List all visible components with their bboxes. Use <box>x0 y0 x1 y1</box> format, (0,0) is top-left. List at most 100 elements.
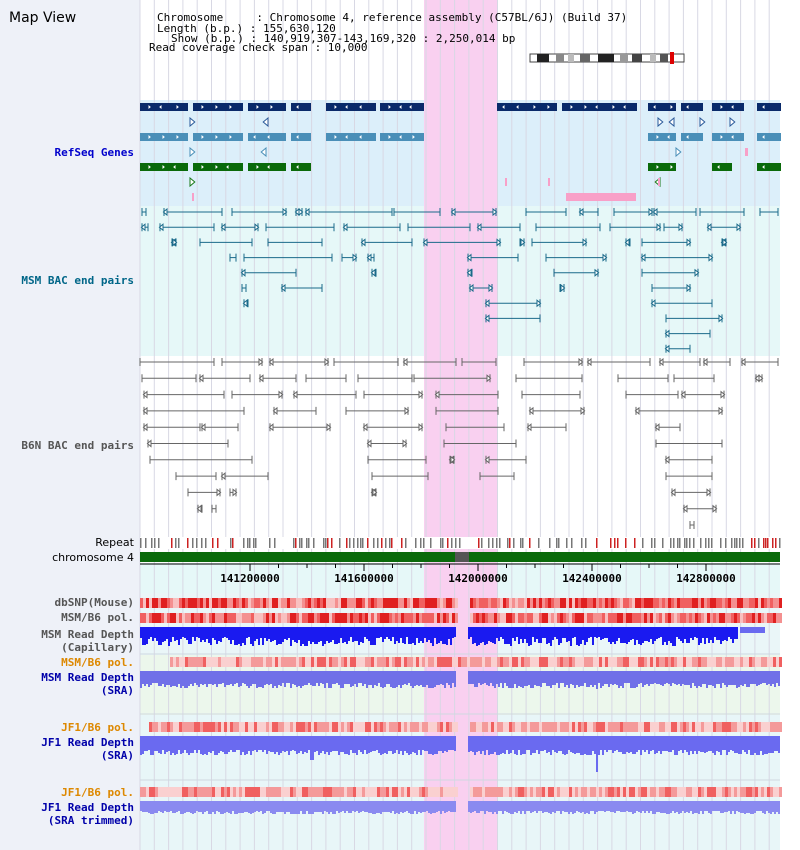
track-label-jf1-b6-pol-1[interactable]: JF1/B6 pol. <box>61 721 134 734</box>
jf1-b6-pol-cell <box>302 722 305 732</box>
msm-capillary-depth-bar <box>648 627 650 642</box>
track-label-msm-read-depth-sra[interactable]: MSM Read Depth (SRA) <box>41 671 134 697</box>
jf1-sra-depth-bar <box>440 736 442 751</box>
jf1-b6-pol-cell <box>545 722 548 732</box>
dbsnp-density-cell <box>584 598 587 608</box>
track-label-msm-b6-pol-2[interactable]: MSM/B6 pol. <box>61 656 134 669</box>
jf1-b6-pol-trim-cell <box>254 787 257 797</box>
jf1-b6-pol-cell <box>563 722 566 732</box>
gene-strand-arrow <box>760 102 766 112</box>
jf1-trim-depth-bar <box>152 801 154 814</box>
track-label-chromosome[interactable]: chromosome 4 <box>52 551 134 564</box>
msm-capillary-depth-bar <box>566 627 568 642</box>
jf1-trim-depth-bar <box>520 801 522 814</box>
repeat-element <box>478 538 480 548</box>
repeat-element <box>670 538 672 548</box>
msm-b6-pol-sra-cell <box>485 657 488 667</box>
msm-sra-depth-bar <box>290 671 292 688</box>
jf1-trim-depth-bar <box>250 801 252 814</box>
jf1-trim-depth-bar <box>636 801 638 811</box>
repeat-element <box>731 538 733 548</box>
track-label-msm-b6-pol-1[interactable]: MSM/B6 pol. <box>61 611 134 624</box>
msm-capillary-depth-bar <box>270 627 272 642</box>
msm-sra-depth-bar <box>500 671 502 683</box>
track-label-refseq-genes[interactable]: RefSeq Genes <box>54 146 134 159</box>
msm-sra-depth-bar <box>694 671 696 686</box>
msm-b6-pol-cell <box>272 613 275 623</box>
msm-capillary-depth-bar <box>426 627 428 642</box>
jf1-sra-depth-bar <box>454 736 456 751</box>
repeat-element <box>617 538 619 548</box>
jf1-b6-pol-trim-cell <box>704 787 707 797</box>
msm-capillary-depth-bar <box>634 627 636 645</box>
msm-b6-pol-sra-cell <box>332 657 335 667</box>
jf1-b6-pol-cell <box>323 722 326 732</box>
track-label-jf1-read-depth-trimmed[interactable]: JF1 Read Depth (SRA trimmed) <box>41 801 134 827</box>
track-label-b6n-bac-end-pairs[interactable]: B6N BAC end pairs <box>21 439 134 452</box>
jf1-trim-depth-bar <box>392 801 394 811</box>
track-label-jf1-read-depth-sra[interactable]: JF1 Read Depth (SRA) <box>41 736 134 762</box>
jf1-b6-pol-trim-cell <box>236 787 239 797</box>
jf1-sra-depth-bar <box>518 736 520 750</box>
msm-b6-pol-sra-cell <box>257 657 260 667</box>
msm-capillary-depth-bar <box>216 627 218 644</box>
track-label-dbsnp[interactable]: dbSNP(Mouse) <box>54 596 134 609</box>
track-label-msm-read-depth-capillary[interactable]: MSM Read Depth (Capillary) <box>41 628 134 654</box>
msm-b6-pol-sra-cell <box>272 657 275 667</box>
jf1-sra-depth-bar <box>618 736 620 752</box>
repeat-element <box>362 538 364 548</box>
msm-capillary-depth-bar <box>486 627 488 644</box>
msm-bac-end-pair-arrow <box>280 283 286 293</box>
msm-b6-pol-sra-cell <box>215 657 218 667</box>
jf1-b6-pol-cell <box>710 722 713 732</box>
dbsnp-density-cell <box>707 598 710 608</box>
dbsnp-density-cell <box>212 598 215 608</box>
msm-b6-pol-sra-cell <box>743 657 746 667</box>
jf1-b6-pol-cell <box>593 722 596 732</box>
msm-b6-pol-cell <box>212 613 215 623</box>
jf1-b6-pol-cell <box>290 722 293 732</box>
jf1-b6-pol-trim-cell <box>548 787 551 797</box>
msm-sra-depth-bar <box>252 671 254 684</box>
jf1-b6-pol-cell <box>194 722 197 732</box>
jf1-trim-depth-bar <box>674 801 676 813</box>
jf1-trim-depth-bar <box>238 801 240 813</box>
msm-sra-depth-bar <box>178 671 180 684</box>
gene-arrow <box>668 116 675 128</box>
gene-strand-arrow <box>343 102 349 112</box>
msm-b6-pol-sra-cell <box>224 657 227 667</box>
jf1-sra-depth-bar <box>602 736 604 755</box>
jf1-sra-depth-bar <box>202 736 204 755</box>
repeat-element <box>488 538 490 548</box>
msm-capillary-depth-bar <box>516 627 518 637</box>
msm-b6-pol-cell <box>218 613 221 623</box>
msm-sra-depth-bar <box>372 671 374 688</box>
b6n-bac-end-pair-arrow <box>142 390 148 399</box>
msm-bac-end-pair-arrow <box>706 223 712 232</box>
msm-sra-depth-bar <box>418 671 420 686</box>
jf1-trim-depth-bar <box>148 801 150 813</box>
msm-b6-pol-cell <box>437 613 440 623</box>
jf1-sra-depth-bar <box>442 736 444 753</box>
msm-b6-pol-cell <box>392 613 395 623</box>
msm-b6-pol-sra-cell <box>719 657 722 667</box>
msm-b6-pol-sra-cell <box>311 657 314 667</box>
gene-strand-arrow <box>411 132 417 142</box>
jf1-b6-pol-trim-cell <box>647 787 650 797</box>
msm-b6-pol-sra-cell <box>617 657 620 667</box>
jf1-b6-pol-trim-cell <box>341 787 344 797</box>
msm-capillary-depth-bar <box>326 627 328 641</box>
msm-capillary-depth-bar <box>424 627 426 638</box>
track-label-msm-bac-end-pairs[interactable]: MSM BAC end pairs <box>21 274 134 287</box>
b6n-bac-end-pair-arrow <box>372 488 378 497</box>
jf1-trim-depth-bar <box>214 801 216 814</box>
track-label-repeat[interactable]: Repeat <box>95 536 134 549</box>
repeat-element <box>151 538 153 548</box>
jf1-sra-depth-bar <box>358 736 360 750</box>
msm-bac-end-pair-arrow <box>652 207 658 217</box>
jf1-trim-depth-bar <box>488 801 490 812</box>
track-label-jf1-b6-pol-2[interactable]: JF1/B6 pol. <box>61 786 134 799</box>
jf1-trim-depth-bar <box>498 801 500 811</box>
jf1-b6-pol-trim-cell <box>158 787 161 797</box>
